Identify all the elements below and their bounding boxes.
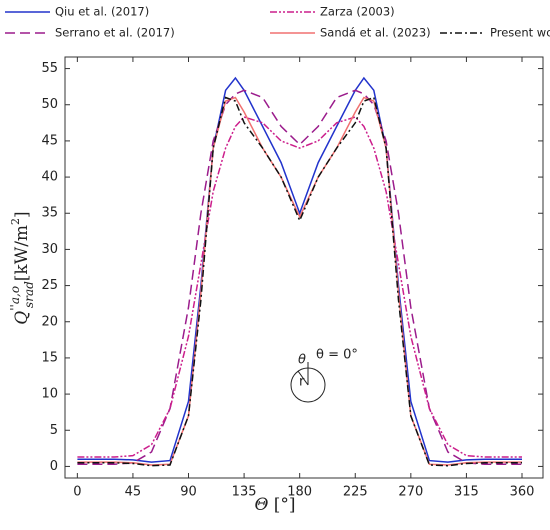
plot-frame — [64, 56, 544, 479]
series-line — [77, 96, 522, 466]
inset-zero: θ = 0° — [316, 348, 358, 363]
y-tick-label: 30 — [41, 242, 58, 257]
legend-label: Sandá et al. (2023) — [320, 26, 431, 40]
inset-r: r — [299, 375, 305, 390]
y-tick-label: 0 — [50, 459, 58, 474]
x-tick-label: 90 — [180, 485, 197, 500]
legend-label: Serrano et al. (2017) — [55, 26, 175, 40]
x-tick-label: 270 — [398, 485, 423, 500]
x-tick-label: 315 — [454, 485, 479, 500]
x-tick-label: 225 — [343, 485, 368, 500]
x-tick-label: 180 — [287, 485, 312, 500]
y-tick-label: 40 — [41, 170, 58, 185]
inset-theta: θ — [298, 353, 306, 368]
legend-label: Qiu et al. (2017) — [55, 5, 149, 19]
x-axis-label: Θ [°] — [254, 495, 295, 515]
x-tick-label: 135 — [232, 485, 257, 500]
y-tick-label: 5 — [50, 423, 58, 438]
y-tick-label: 55 — [41, 61, 58, 76]
legend-label: Present work — [490, 26, 550, 40]
y-axis-label: Q''a,osrad[kW/m2] — [8, 211, 36, 324]
inset: θ θ = 0° r — [290, 348, 358, 403]
y-tick-label: 35 — [41, 206, 58, 221]
y-tick-label: 20 — [41, 314, 58, 329]
inset-line — [297, 370, 309, 386]
legend-label: Zarza (2003) — [320, 5, 395, 19]
x-tick-label: 360 — [510, 485, 535, 500]
series-line — [77, 76, 522, 463]
series-line — [77, 96, 522, 467]
y-tick-label: 25 — [41, 278, 58, 293]
y-tick-label: 10 — [41, 387, 58, 402]
y-tick-label: 15 — [41, 350, 58, 365]
series-line — [77, 116, 522, 458]
x-tick-label: 0 — [73, 485, 81, 500]
y-tick-label: 45 — [41, 133, 58, 148]
x-tick-label: 45 — [125, 485, 142, 500]
series-line — [77, 89, 522, 466]
y-tick-label: 50 — [41, 97, 58, 112]
